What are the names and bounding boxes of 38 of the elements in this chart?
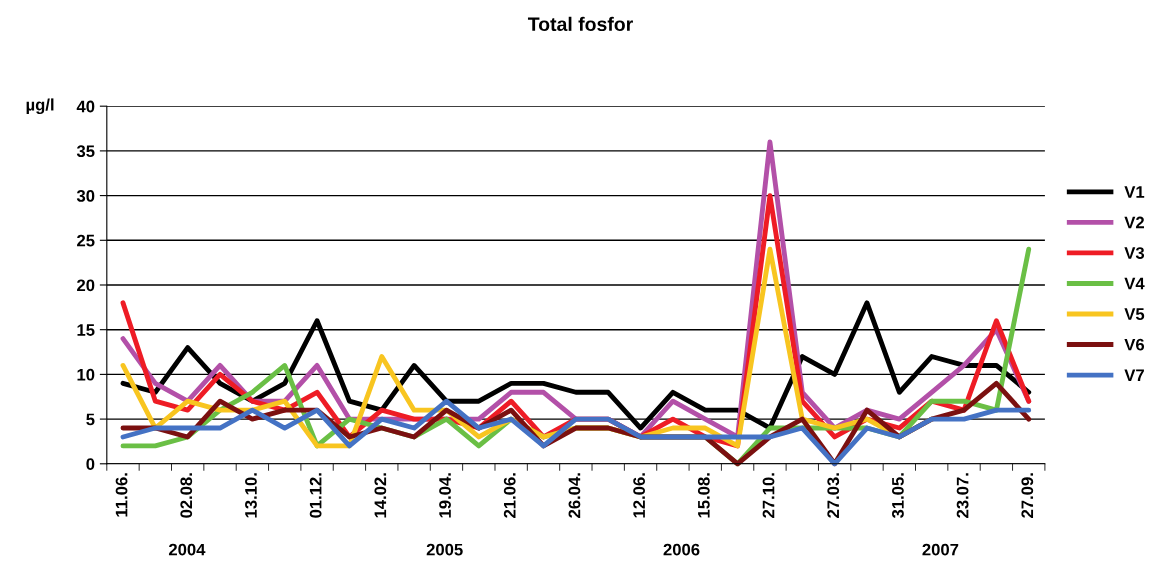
x-tick-label: 21.06. [503, 473, 516, 518]
x-tick-label: 15.08. [697, 473, 710, 518]
legend-label: V7 [1124, 369, 1144, 381]
x-tick-label: 23.07. [956, 473, 969, 518]
legend-label: V1 [1124, 186, 1145, 198]
text: 2007 [922, 543, 959, 556]
text: 2004 [168, 543, 206, 556]
x-tick-label: 27.09. [1021, 473, 1034, 518]
y-tick-label: 15 [77, 324, 95, 336]
x-tick-label: 27.10. [762, 473, 775, 518]
text: 2006 [663, 543, 700, 556]
x-tick-label: 19.04. [439, 473, 451, 518]
x-tick-label: 02.08. [180, 473, 193, 518]
text: 2005 [426, 543, 463, 556]
y-tick-label: 35 [76, 145, 95, 158]
chart-title: Total fosfor [527, 16, 633, 32]
y-tick-label: 40 [76, 100, 95, 113]
legend-label: V5 [1124, 308, 1145, 320]
x-tick-label: 13.10. [245, 473, 257, 518]
legend-label: V6 [1124, 338, 1145, 351]
y-tick-label: 10 [77, 368, 95, 381]
x-tick-label: 01.12. [309, 473, 322, 518]
y-tick-label: 25 [77, 234, 95, 247]
x-tick-label: 31.05. [892, 473, 904, 519]
legend-label: V3 [1124, 247, 1145, 259]
x-tick-label: 27.03. [827, 473, 840, 518]
x-tick-label: 11.06. [115, 473, 128, 517]
line-series [120, 398, 1032, 467]
x-tick-label: 12.06. [633, 473, 646, 518]
y-tick-label: 0 [86, 458, 95, 470]
y-tick-label: 5 [86, 413, 95, 426]
y-tick-label: 20 [77, 279, 95, 292]
legend-label: V4 [1124, 277, 1145, 290]
legend-label: V2 [1124, 216, 1144, 229]
x-tick-label: 14.02. [374, 473, 387, 518]
y-tick-label: 30 [76, 189, 95, 202]
y-axis-title: µg/l [26, 98, 54, 114]
x-tick-label: 26.04. [568, 473, 581, 518]
